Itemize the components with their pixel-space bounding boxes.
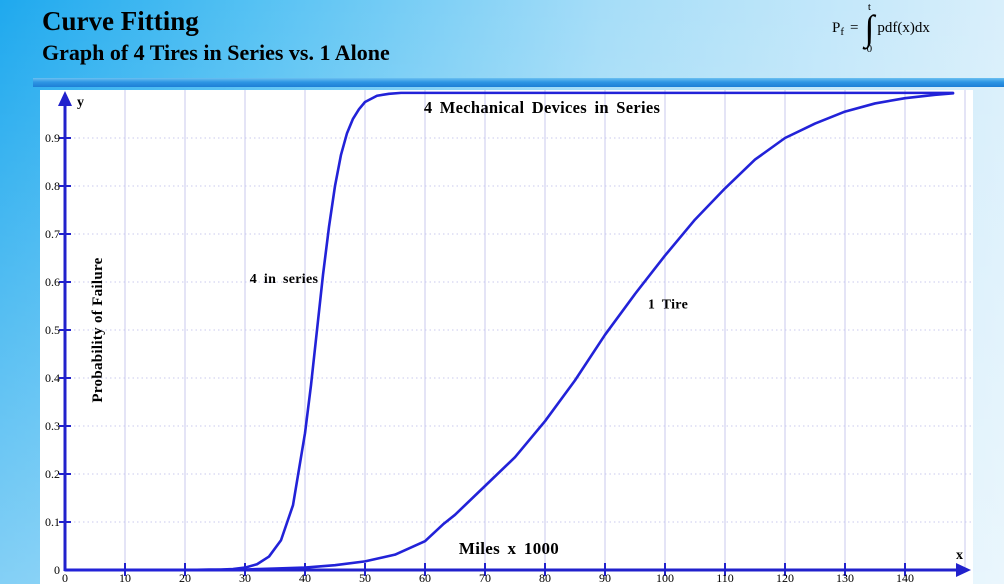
integral-upper-limit: t <box>867 1 871 13</box>
series-curve-0 <box>63 91 955 572</box>
formula-p: P <box>832 19 841 36</box>
x-tick-label: 50 <box>359 571 371 584</box>
formula-integrand: pdf(x)dx <box>877 19 930 36</box>
x-tick-label: 80 <box>539 571 551 584</box>
y-axis-letter-x: x <box>956 548 963 563</box>
chart-annotation-1: 4 in series <box>250 272 319 287</box>
integral-column: t ∫ 0 <box>864 2 874 55</box>
x-tick-label: 60 <box>419 571 431 584</box>
y-tick-label: 0.1 <box>45 515 60 529</box>
y-tick-label: 0.5 <box>45 323 60 337</box>
chart-annotation-3: Miles x 1000 <box>459 539 559 558</box>
integral-sign: ∫ <box>864 8 875 48</box>
y-tick-label: 0.8 <box>45 179 60 193</box>
x-tick-label: 110 <box>716 571 734 584</box>
x-tick-label: 20 <box>179 571 191 584</box>
y-tick-label: 0.9 <box>45 131 60 145</box>
x-tick-label: 90 <box>599 571 611 584</box>
x-tick-label: 70 <box>479 571 491 584</box>
chart-annotation-2: 1 Tire <box>648 297 688 312</box>
y-tick-label: 0 <box>54 563 60 577</box>
x-axis-letter-y: y <box>77 95 84 110</box>
page-title: Curve Fitting <box>42 6 199 36</box>
x-tick-label: 10 <box>119 571 131 584</box>
x-tick-label: 130 <box>836 571 854 584</box>
x-axis-arrowhead <box>956 563 971 577</box>
title-divider-bar <box>33 78 1004 87</box>
formula-equals: = <box>850 19 859 36</box>
y-tick-label: 0.7 <box>45 227 60 241</box>
y-tick-label: 0.2 <box>45 467 60 481</box>
y-axis-title: Probability of Failure <box>90 257 106 403</box>
y-tick-label: 0.6 <box>45 275 60 289</box>
y-tick-label: 0.3 <box>45 419 60 433</box>
y-axis-arrowhead <box>58 91 72 106</box>
x-tick-label: 40 <box>299 571 311 584</box>
y-tick-label: 0.4 <box>45 371 60 385</box>
title-block: Curve Fitting Graph of 4 Tires in Series… <box>42 5 390 66</box>
x-tick-label: 140 <box>896 571 914 584</box>
chart-area: Probability of Failure 0 10 20 30 40 50 60 70 80… <box>40 90 973 584</box>
series-curve-1 <box>63 92 955 572</box>
chart-svg: 0 10 20 30 40 50 60 70 80 90 100 110 120 130 140 0 0.1 0.… <box>45 90 973 584</box>
x-tick-label: 120 <box>776 571 794 584</box>
chart-annotation-0: 4 Mechanical Devices in Series <box>424 98 661 117</box>
page-subtitle: Graph of 4 Tires in Series vs. 1 Alone <box>42 39 390 65</box>
formula-subscript: f <box>840 25 845 38</box>
x-tick-label: 100 <box>656 571 674 584</box>
x-tick-label: 30 <box>239 571 251 584</box>
x-tick-label: 0 <box>62 571 68 584</box>
integral-lower-limit: 0 <box>866 42 873 55</box>
